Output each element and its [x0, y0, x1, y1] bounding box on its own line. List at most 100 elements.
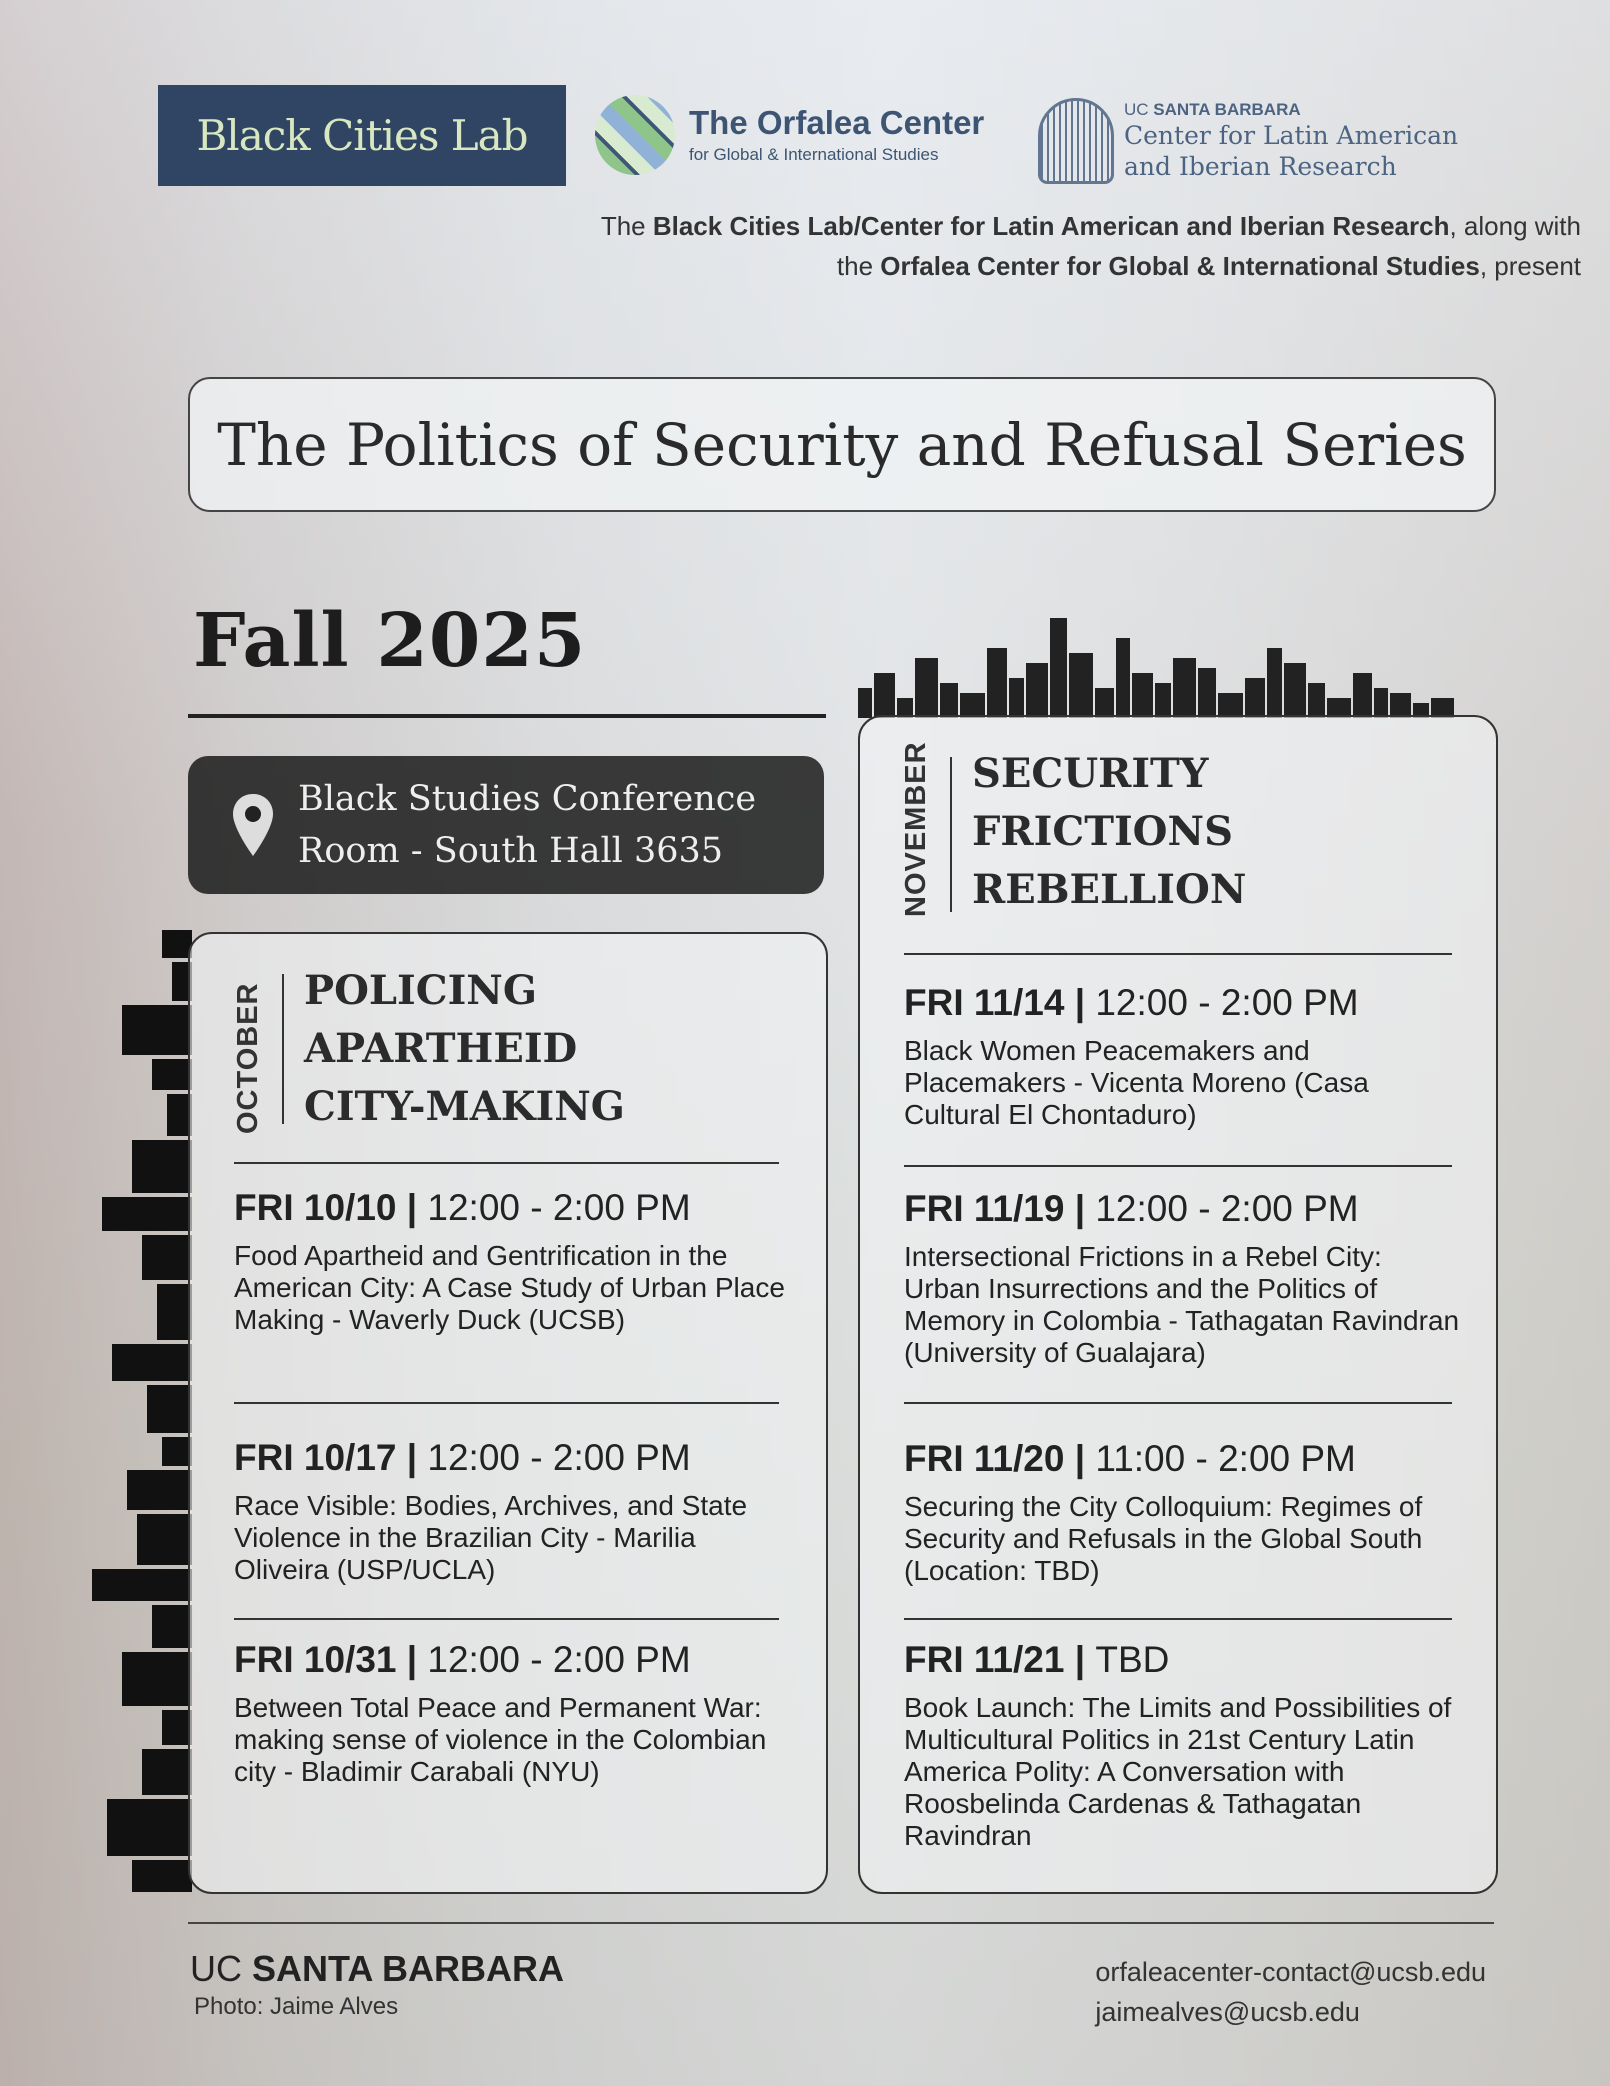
skyline-building [915, 658, 938, 718]
skyline-building [112, 1344, 192, 1381]
skyline-building [162, 1710, 192, 1745]
event-description: Black Women Peacemakers and Placemakers … [904, 1035, 1369, 1130]
event-item: FRI 11/19 | 12:00 - 2:00 PM Intersection… [904, 1187, 1464, 1369]
location-box: Black Studies Conference Room - South Ha… [188, 756, 824, 894]
skyline-building [1116, 638, 1130, 718]
divider [904, 953, 1452, 955]
clair-santa-barbara: SANTA BARBARA [1153, 100, 1301, 119]
skyline-building [162, 930, 192, 958]
skyline-building [1353, 673, 1372, 718]
separator: | [1064, 1438, 1096, 1479]
separator: | [396, 1437, 428, 1478]
skyline-building [1198, 668, 1216, 718]
event-item: FRI 11/14 | 12:00 - 2:00 PM Black Women … [904, 981, 1464, 1131]
event-time: 12:00 - 2:00 PM [1095, 982, 1359, 1023]
series-title: The Politics of Security and Refusal Ser… [188, 377, 1496, 512]
skyline-building [874, 673, 895, 718]
clair-emblem-icon [1038, 98, 1114, 184]
orfalea-emblem-icon [595, 95, 675, 175]
skyline-building [1132, 673, 1153, 718]
skyline-building [1308, 683, 1325, 718]
skyline-building [1155, 683, 1171, 718]
skyline-building [107, 1799, 192, 1856]
divider [188, 714, 826, 718]
october-card: OCTOBER POLICING APARTHEID CITY-MAKING F… [188, 932, 828, 1894]
skyline-building [132, 1860, 192, 1892]
theme: APARTHEID [304, 1025, 578, 1072]
divider [904, 1618, 1452, 1620]
event-description: Book Launch: The Limits and Possibilitie… [904, 1692, 1452, 1851]
skyline-building [1284, 663, 1306, 718]
skyline-building [147, 1385, 192, 1433]
clair-ucsb: UC SANTA BARBARA [1124, 100, 1458, 120]
skyline-building [142, 1235, 192, 1280]
clair-uc: UC [1124, 100, 1149, 119]
event-item: FRI 11/21 | TBD Book Launch: The Limits … [904, 1638, 1464, 1852]
skyline-building [122, 1652, 192, 1706]
theme-list: POLICING APARTHEID CITY-MAKING [304, 962, 625, 1136]
event-date: FRI 10/17 [234, 1437, 397, 1478]
skyline-building [162, 1437, 192, 1466]
divider [234, 1618, 779, 1620]
skyline-building [1050, 618, 1067, 718]
skyline-building [1413, 703, 1429, 718]
skyline-building [1267, 648, 1282, 718]
event-date: FRI 11/20 [904, 1438, 1065, 1479]
email-link[interactable]: jaimealves@ucsb.edu [1095, 1997, 1360, 2027]
map-pin-icon [218, 792, 288, 858]
event-time: 12:00 - 2:00 PM [427, 1437, 691, 1478]
santa-barbara-text: SANTA BARBARA [252, 1948, 564, 1989]
skyline-building [940, 683, 958, 718]
skyline-building [137, 1514, 192, 1565]
skyline-building [152, 1059, 192, 1090]
theme: REBELLION [972, 866, 1247, 913]
skyline-building [102, 1197, 192, 1231]
skyline-building [1390, 693, 1411, 718]
theme: FRICTIONS [972, 808, 1233, 855]
text-bold: Orfalea Center for Global & Internationa… [880, 251, 1480, 281]
skyline-building [1431, 698, 1454, 718]
divider [904, 1165, 1452, 1167]
theme: SECURITY [972, 750, 1209, 797]
skyline-building [987, 648, 1007, 718]
skyline-building [1173, 658, 1196, 718]
theme-list: SECURITY FRICTIONS REBELLION [972, 745, 1246, 919]
separator: | [1064, 1639, 1096, 1680]
text-bold: Black Cities Lab/Center for Latin Americ… [652, 211, 1450, 241]
skyline-building [1327, 698, 1351, 718]
november-card: NOVEMBER SECURITY FRICTIONS REBELLION FR… [858, 715, 1498, 1894]
skyline-building [1374, 688, 1388, 718]
skyline-building [132, 1140, 192, 1193]
location-line-2: Room - South Hall 3635 [298, 831, 724, 871]
event-time: 12:00 - 2:00 PM [1095, 1188, 1359, 1229]
event-date: FRI 10/10 [234, 1187, 397, 1228]
contact-emails: orfaleacenter-contact@ucsb.edu jaimealve… [1095, 1952, 1486, 2032]
skyline-building [127, 1470, 192, 1510]
event-item: FRI 10/10 | 12:00 - 2:00 PM Food Aparthe… [234, 1186, 794, 1336]
event-item: FRI 10/31 | 12:00 - 2:00 PM Between Tota… [234, 1638, 794, 1788]
skyline-building [858, 688, 872, 718]
skyline-building [92, 1569, 192, 1601]
event-description: Race Visible: Bodies, Archives, and Stat… [234, 1490, 748, 1585]
event-date: FRI 11/14 [904, 982, 1065, 1023]
email-link[interactable]: orfaleacenter-contact@ucsb.edu [1095, 1957, 1486, 1987]
text: the [836, 251, 881, 281]
text: , along with [1449, 211, 1581, 241]
text: The [600, 211, 653, 241]
event-description: Food Apartheid and Gentrification in the… [234, 1240, 785, 1335]
divider [234, 1402, 779, 1404]
skyline-building [142, 1749, 192, 1795]
skyline-building [1095, 688, 1114, 718]
uc-text: UC [190, 1948, 252, 1989]
photo-credit: Photo: Jaime Alves [194, 1993, 399, 2020]
skyline-top-decoration [858, 618, 1454, 718]
skyline-building [1009, 678, 1024, 718]
divider [234, 1162, 779, 1164]
black-cities-lab-logo: Black Cities Lab [158, 85, 566, 186]
clair-name-1: Center for Latin American [1124, 121, 1459, 150]
skyline-building [172, 962, 192, 1001]
orfalea-center-logo: The Orfalea Center for Global & Internat… [595, 95, 984, 175]
event-time: 11:00 - 2:00 PM [1095, 1438, 1356, 1479]
skyline-building [1245, 678, 1265, 718]
skyline-building [960, 693, 985, 718]
